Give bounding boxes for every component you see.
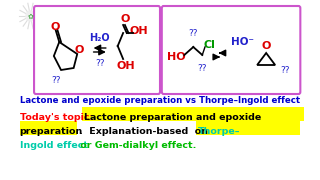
Text: Cl: Cl [204,40,215,50]
Text: HO⁻: HO⁻ [231,37,254,47]
Text: ??: ?? [188,28,198,37]
Text: Today's topic:: Today's topic: [20,112,93,122]
Text: Thorpe–: Thorpe– [198,127,240,136]
FancyBboxPatch shape [16,105,304,180]
Text: OH: OH [130,26,148,36]
Text: ??: ?? [95,58,104,68]
Text: OH: OH [116,61,135,71]
FancyBboxPatch shape [82,107,304,121]
Text: Lactone preparation and epoxide: Lactone preparation and epoxide [84,112,262,122]
Text: preparation: preparation [20,127,83,136]
Text: O: O [261,41,271,51]
Text: Ingold effect: Ingold effect [20,141,88,150]
Text: ??: ?? [197,64,207,73]
Text: Lactone and epoxide preparation vs Thorpe–Ingold effect: Lactone and epoxide preparation vs Thorp… [20,96,300,105]
Text: ✿: ✿ [28,13,33,19]
Text: H₂O: H₂O [89,33,110,43]
Text: or Gem-dialkyl effect.: or Gem-dialkyl effect. [77,141,196,150]
FancyBboxPatch shape [20,121,77,135]
FancyBboxPatch shape [34,6,160,94]
Text: ??: ?? [51,75,60,84]
Text: O: O [120,14,130,24]
Text: O: O [74,45,84,55]
Text: ??: ?? [280,66,290,75]
Circle shape [26,11,35,21]
Text: HO: HO [167,52,186,62]
FancyBboxPatch shape [16,0,304,180]
Text: O: O [50,22,60,32]
FancyBboxPatch shape [162,6,300,94]
Text: .  Explanation-based  on: . Explanation-based on [79,127,208,136]
FancyBboxPatch shape [196,121,300,135]
